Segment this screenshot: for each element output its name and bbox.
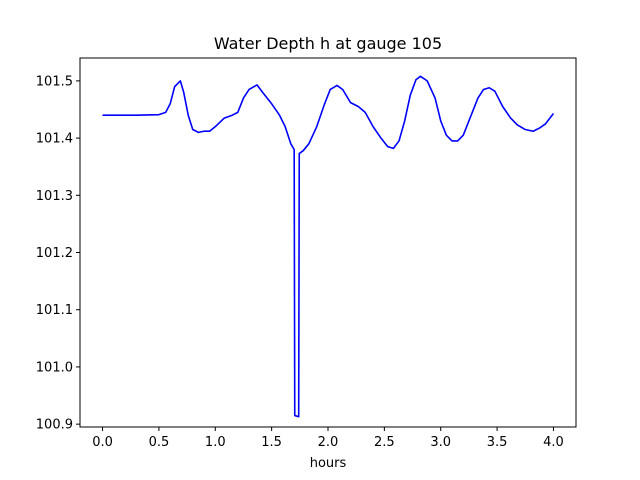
x-tick-label: 0.5 (149, 435, 170, 450)
series-layer (102, 75, 555, 418)
x-tick-label: 3.0 (430, 435, 451, 450)
x-tick-label: 2.0 (318, 435, 339, 450)
x-tick-label: 3.5 (487, 435, 508, 450)
y-tick-label: 101.5 (36, 74, 73, 89)
x-tick-label: 0.0 (92, 435, 113, 450)
y-tick-label: 101.3 (36, 189, 73, 204)
y-tick-label: 101.4 (36, 132, 73, 147)
chart-title: Water Depth h at gauge 105 (214, 34, 442, 53)
series-line-0 (102, 75, 555, 418)
x-tick-label: 1.5 (261, 435, 282, 450)
x-axis-ticks: 0.0 0.5 1.0 1.5 2.0 2.5 3.0 3.5 4.0 (92, 427, 564, 450)
y-tick-label: 101.1 (36, 303, 73, 318)
y-axis-ticks: 100.9 101.0 101.1 101.2 101.3 101.4 101.5 (36, 74, 80, 433)
x-tick-label: 2.5 (374, 435, 395, 450)
y-tick-label: 100.9 (36, 418, 73, 433)
y-tick-label: 101.2 (36, 246, 73, 261)
plot-area-frame (79, 57, 577, 428)
x-tick-label: 4.0 (543, 435, 564, 450)
y-tick-label: 101.0 (36, 360, 73, 375)
x-tick-label: 1.0 (205, 435, 226, 450)
x-axis-label: hours (310, 456, 347, 471)
